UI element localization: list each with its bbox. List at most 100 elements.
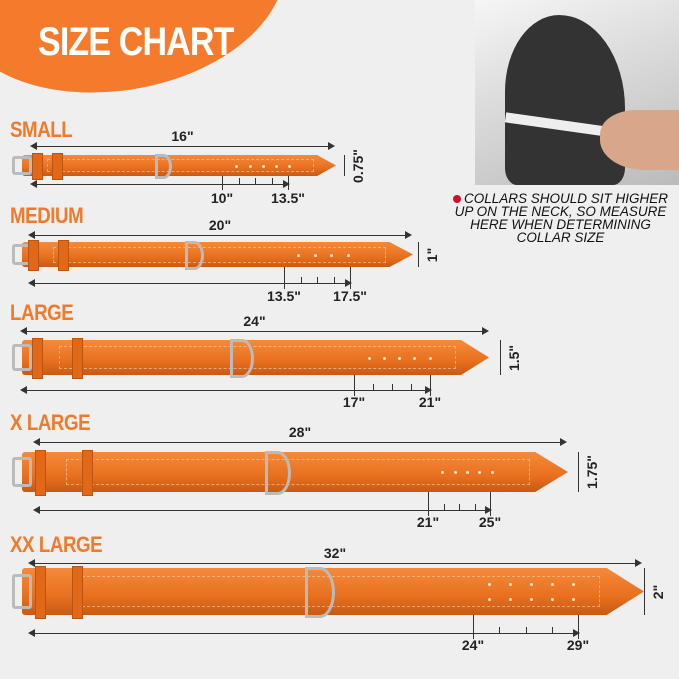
adjust-hole [297, 253, 301, 257]
adjust-hole [330, 253, 334, 257]
adjust-hole [367, 356, 371, 360]
keeper-loop [35, 450, 46, 496]
adjust-arrow [33, 506, 492, 514]
max-label: 17.5" [333, 288, 367, 304]
tick-max [430, 375, 431, 396]
adjust-hole [428, 356, 432, 360]
buckle [12, 457, 32, 487]
length-label: 24" [243, 313, 266, 329]
stitching [65, 459, 530, 485]
min-label: 24" [461, 637, 485, 653]
d-ring [265, 451, 291, 495]
adjust-hole [398, 356, 402, 360]
tick-min [428, 492, 429, 516]
dog-measuring-photo [475, 0, 679, 185]
buckle [12, 344, 32, 371]
length-arrow [20, 327, 489, 335]
tick-max [490, 492, 491, 516]
adjust-hole [346, 253, 350, 257]
width-bar [578, 452, 579, 492]
size-label: LARGE [10, 300, 74, 325]
adjust-hole [413, 356, 417, 360]
width-label: 1.75" [584, 455, 600, 489]
adjust-hole [551, 582, 555, 586]
size-label: XX LARGE [10, 532, 103, 557]
adjust-hole [261, 164, 265, 168]
tick-min [354, 375, 355, 396]
min-label: 17" [342, 394, 366, 410]
length-label: 16" [171, 128, 194, 144]
adjust-hole [509, 582, 513, 586]
width-bar [500, 340, 501, 375]
width-bar [344, 155, 345, 176]
hand-image [600, 110, 679, 170]
tick-minor [317, 277, 318, 283]
keeper-loop [35, 566, 46, 619]
collar-x-large [22, 452, 568, 492]
adjust-hole [488, 582, 492, 586]
keeper-loop [28, 240, 39, 271]
max-label: 21" [418, 394, 442, 410]
length-label: 20" [208, 217, 232, 233]
tick-minor [333, 277, 335, 283]
keeper-loop [52, 153, 63, 180]
tick-minor [525, 627, 527, 633]
width-label: 1.5" [506, 344, 522, 371]
bullet-icon [452, 195, 461, 203]
adjust-arrow [30, 180, 290, 188]
adjust-hole [478, 471, 482, 474]
adjust-arrow [20, 386, 432, 394]
adjust-hole [288, 164, 292, 168]
length-arrow [30, 142, 335, 150]
length-arrow [28, 559, 642, 567]
tick-minor [300, 277, 302, 283]
adjust-hole [441, 471, 445, 474]
width-label: 2" [650, 584, 666, 599]
keeper-loop [32, 153, 43, 180]
size-label: X LARGE [10, 410, 91, 435]
length-label: 32" [323, 545, 347, 561]
stitching [53, 246, 386, 263]
collar-large [22, 340, 489, 375]
adjust-hole [235, 164, 239, 168]
collar-medium [22, 242, 413, 267]
tick-minor [255, 178, 256, 184]
size-label: SMALL [10, 117, 73, 142]
note-text: COLLARS SHOULD SIT HIGHER UP ON THE NECK… [454, 191, 669, 245]
keeper-loop [82, 450, 93, 496]
width-label: 1" [424, 247, 440, 262]
d-ring [155, 154, 172, 179]
tick-minor [373, 384, 374, 390]
tick-min [284, 267, 285, 289]
tick-max [578, 615, 579, 639]
width-bar [418, 242, 419, 267]
tick-minor [392, 384, 393, 390]
keeper-loop [58, 240, 69, 271]
adjust-hole [572, 598, 576, 602]
tick-minor [411, 384, 412, 390]
tick-minor [474, 504, 476, 510]
adjust-hole [383, 356, 386, 360]
tick-min [473, 615, 474, 639]
d-ring [230, 339, 254, 378]
max-label: 13.5" [271, 190, 305, 206]
stitching [71, 576, 601, 607]
measurement-note: COLLARS SHOULD SIT HIGHER UP ON THE NECK… [448, 192, 673, 244]
tick-minor [551, 627, 553, 633]
tick-minor [459, 504, 460, 510]
adjust-hole [248, 164, 252, 168]
page-title: SIZE CHART [38, 20, 234, 64]
max-label: 25" [478, 514, 502, 530]
d-ring [185, 241, 204, 270]
adjust-hole [465, 471, 469, 474]
tick-minor [443, 504, 445, 510]
adjust-arrow [28, 279, 352, 287]
adjust-hole [530, 598, 534, 602]
min-label: 13.5" [267, 288, 301, 304]
width-label: 0.75" [350, 148, 366, 183]
buckle [12, 156, 32, 175]
keeper-loop [72, 338, 83, 379]
tick-max [288, 176, 289, 190]
stitching [47, 158, 315, 173]
adjust-hole [453, 471, 457, 474]
